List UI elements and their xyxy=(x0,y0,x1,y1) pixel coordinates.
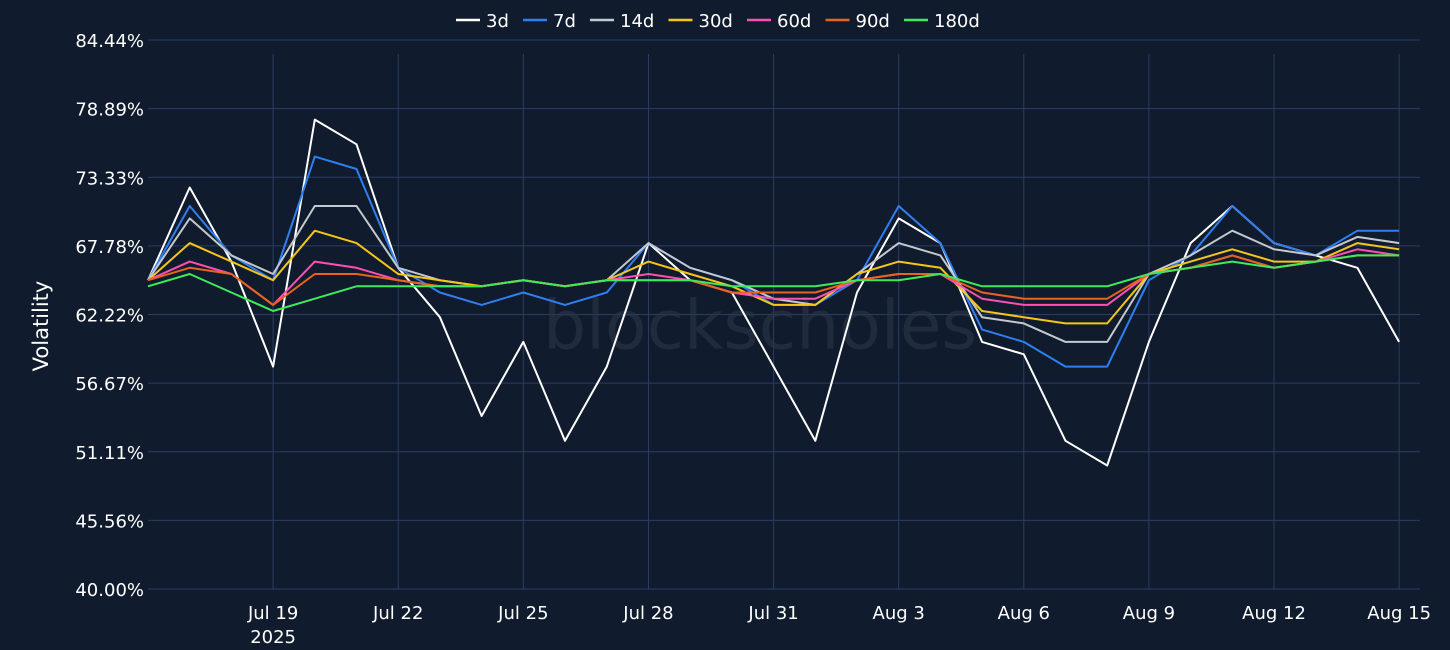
x-tick-label: Aug 9 xyxy=(1123,603,1175,624)
legend-label-3d: 3d xyxy=(486,11,509,32)
x-tick-label: Aug 12 xyxy=(1242,603,1306,624)
series-line-30d xyxy=(147,229,1400,325)
y-tick-label: 45.56% xyxy=(75,511,144,532)
x-tick-label: Jul 22 xyxy=(372,603,423,624)
y-tick-label: 56.67% xyxy=(75,374,144,395)
x-axis: Jul 19 2025 Jul 22 Jul 25 Jul 28 Jul 31 Aug 3 A… xyxy=(247,603,1431,648)
legend-label-180d: 180d xyxy=(934,11,980,32)
x-tick-label: Aug 15 xyxy=(1367,603,1431,624)
series-lines xyxy=(147,118,1400,467)
y-tick-label: 51.11% xyxy=(75,443,144,464)
legend: 3d 7d 14d 30d 60d 90d 180d xyxy=(456,11,980,32)
legend-label-90d: 90d xyxy=(856,11,890,32)
x-tick-label: Jul 28 xyxy=(622,603,673,624)
x-tick-label: Aug 3 xyxy=(873,603,925,624)
x-tick-label: Aug 6 xyxy=(998,603,1050,624)
legend-label-60d: 60d xyxy=(777,11,811,32)
x-tick-label: Jul 31 xyxy=(747,603,798,624)
legend-label-7d: 7d xyxy=(553,11,576,32)
series-line-180d xyxy=(147,254,1400,312)
y-tick-label: 73.33% xyxy=(75,168,144,189)
y-tick-label: 67.78% xyxy=(75,237,144,258)
y-tick-label: 62.22% xyxy=(75,306,144,327)
legend-label-14d: 14d xyxy=(620,11,654,32)
y-tick-label: 40.00% xyxy=(75,580,144,601)
y-axis-title: Volatility xyxy=(29,281,53,372)
y-tick-label: 84.44% xyxy=(75,31,144,52)
x-tick-year-label: 2025 xyxy=(250,627,296,648)
y-axis: 40.00% 45.56% 51.11% 56.67% 62.22% 67.78% 73.3… xyxy=(75,31,144,601)
legend-label-30d: 30d xyxy=(699,11,733,32)
x-tick-label: Jul 19 xyxy=(247,603,298,624)
series-line-3d xyxy=(147,118,1400,467)
y-tick-label: 78.89% xyxy=(75,100,144,121)
x-tick-label: Jul 25 xyxy=(497,603,548,624)
